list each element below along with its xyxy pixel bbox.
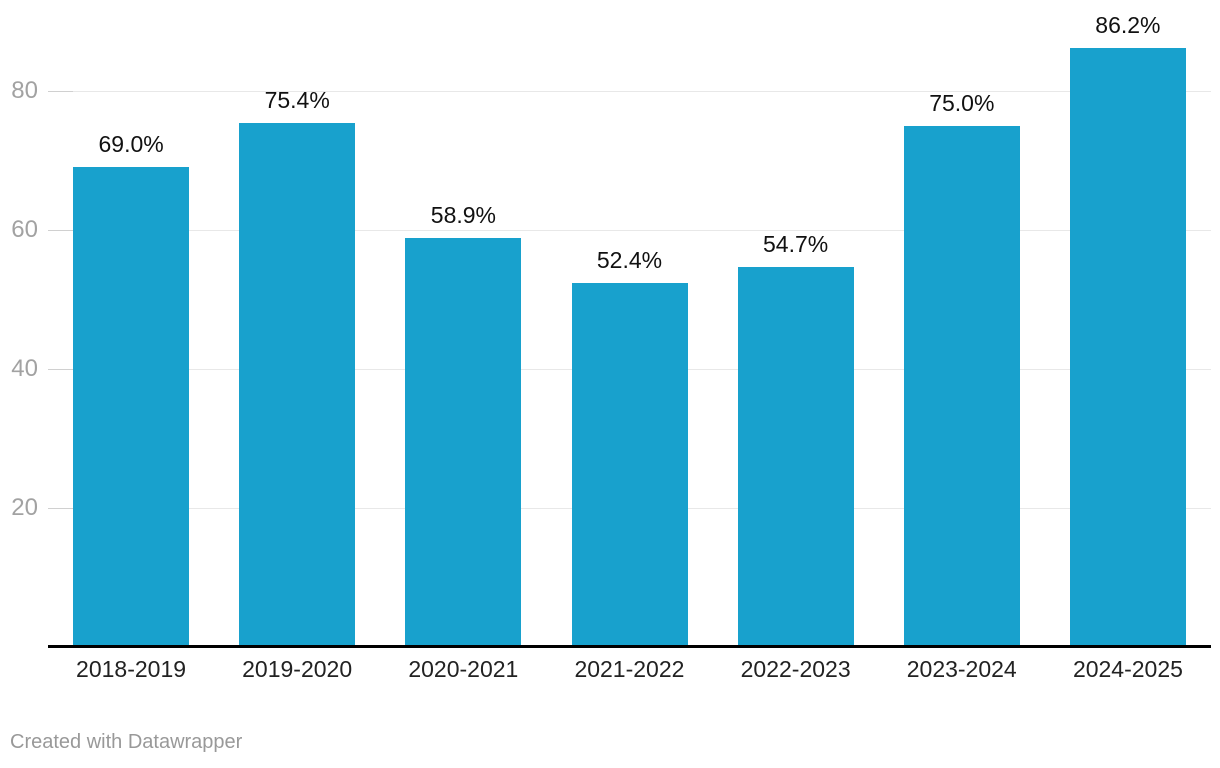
- x-axis-category-label: 2019-2020: [242, 656, 353, 682]
- bar-2019-2020: [239, 123, 356, 647]
- bar-value-label: 75.4%: [264, 87, 330, 113]
- x-axis-line: [48, 645, 1211, 648]
- bar-value-label: 58.9%: [430, 201, 496, 228]
- bar-value-label: 86.2%: [1095, 11, 1161, 38]
- bar-2018-2019: [73, 167, 190, 647]
- bar-2023-2024: [903, 125, 1020, 648]
- bar-2021-2022: [571, 282, 688, 647]
- y-axis-tick: [48, 368, 73, 370]
- x-axis-category-label: 2022-2023: [740, 656, 851, 682]
- x-axis-category-label: 2018-2019: [76, 656, 187, 682]
- y-axis-tick: [48, 507, 73, 509]
- y-axis-tick-label: 20: [11, 494, 38, 521]
- bar-2020-2021: [405, 237, 522, 647]
- bar-value-label: 69.0%: [98, 131, 164, 158]
- y-axis-tick: [48, 229, 73, 231]
- x-axis-category-label: 2020-2021: [408, 656, 519, 682]
- bar-2022-2023: [737, 266, 854, 647]
- x-axis-category-label: 2021-2022: [574, 656, 685, 682]
- y-axis-tick-label: 60: [11, 216, 38, 243]
- y-axis-tick-label: 80: [11, 77, 38, 104]
- bar-2024-2025: [1069, 47, 1186, 647]
- y-gridline: [48, 90, 1211, 92]
- bar-value-label: 52.4%: [596, 246, 663, 273]
- x-axis-category-label: 2023-2024: [906, 656, 1017, 682]
- y-axis-tick-label: 40: [11, 355, 38, 382]
- datawrapper-attribution-link[interactable]: Created with Datawrapper: [10, 731, 243, 753]
- y-axis-tick: [48, 90, 73, 92]
- y-gridline: [48, 229, 1211, 231]
- x-axis-category-label: 2024-2025: [1072, 656, 1183, 682]
- bar-value-label: 54.7%: [762, 230, 829, 257]
- bar-value-label: 75.0%: [929, 89, 995, 116]
